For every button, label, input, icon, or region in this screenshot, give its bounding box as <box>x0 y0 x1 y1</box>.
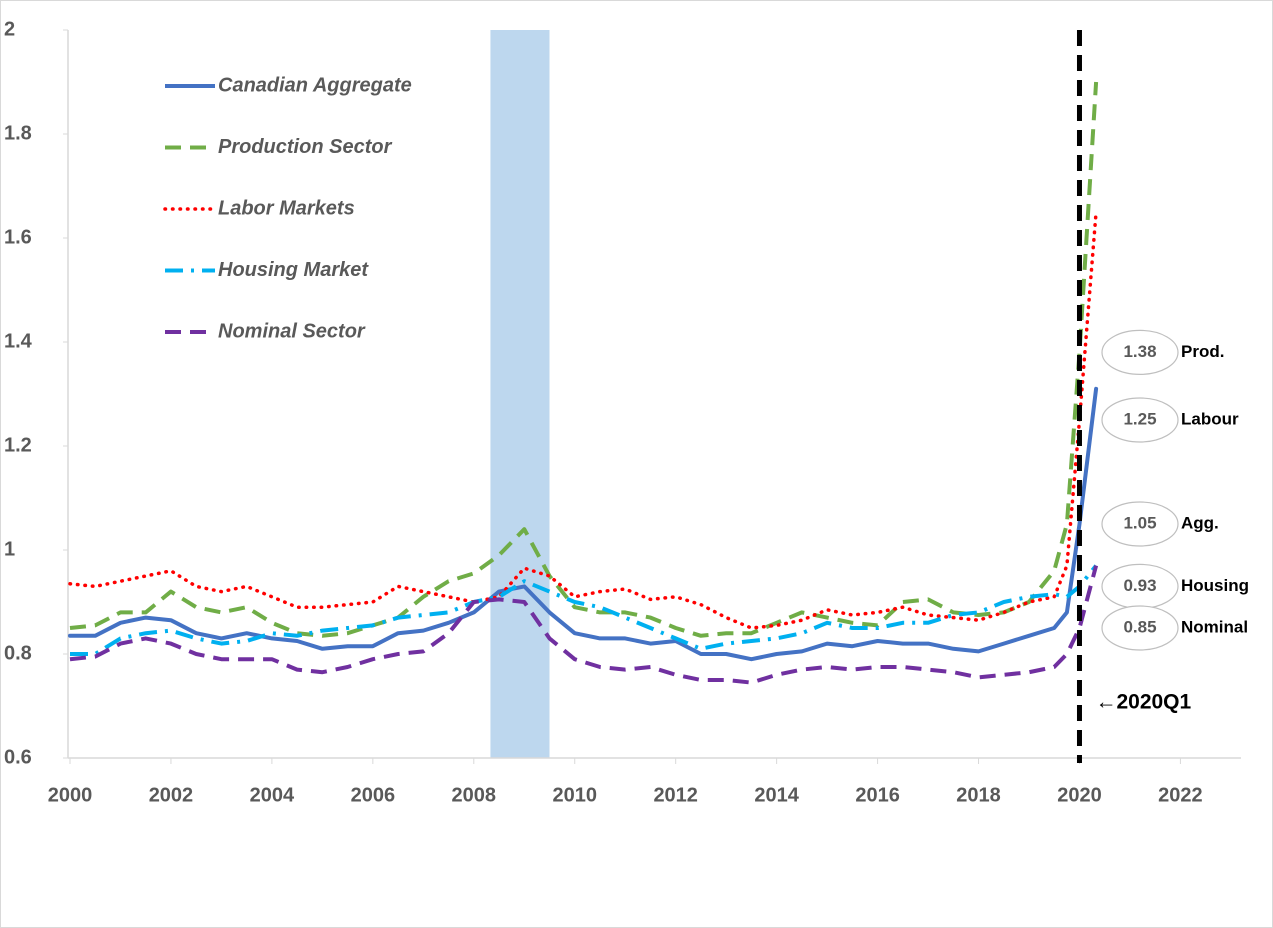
annotation-value: 1.25 <box>1123 409 1156 428</box>
x-tick-label: 2008 <box>452 784 497 806</box>
y-tick-label: 1.2 <box>4 434 32 456</box>
x-tick-label: 2018 <box>956 784 1001 806</box>
series-line <box>69 565 1099 685</box>
x-tick-label: 2012 <box>653 784 698 806</box>
annotation-bubble <box>1101 501 1179 547</box>
y-tick-label: 1 <box>4 538 15 560</box>
annotation-label: Nominal <box>1181 617 1248 636</box>
x-tick-label: 2022 <box>1158 784 1203 806</box>
annotation-label: Housing <box>1181 576 1249 595</box>
legend-label: Canadian Aggregate <box>218 74 412 96</box>
annotation-bubble <box>1101 329 1179 375</box>
y-tick-label: 1.4 <box>4 330 33 352</box>
legend-label: Nominal Sector <box>218 320 366 342</box>
annotation-bubble <box>1101 397 1179 443</box>
legend-label: Production Sector <box>218 136 393 158</box>
annotation-label: Labour <box>1181 409 1239 428</box>
x-tick-label: 2010 <box>552 784 597 806</box>
annotation-value: 1.05 <box>1123 513 1156 532</box>
x-tick-label: 2020 <box>1057 784 1102 806</box>
annotation-bubble <box>1101 605 1179 651</box>
series-line <box>69 81 1099 638</box>
series-line <box>68 210 1098 630</box>
series-line <box>68 386 1099 662</box>
annotation-label: Agg. <box>1181 513 1219 532</box>
annotation-value: 0.85 <box>1123 617 1156 636</box>
x-tick-label: 2014 <box>754 784 799 806</box>
legend-label: Labor Markets <box>218 197 355 219</box>
x-tick-label: 2016 <box>855 784 900 806</box>
y-tick-label: 1.8 <box>4 122 32 144</box>
x-tick-label: 2006 <box>351 784 396 806</box>
annotation-value: 1.38 <box>1123 342 1156 361</box>
y-tick-label: 2 <box>4 18 15 40</box>
recession-band <box>490 30 550 758</box>
vline-label: ←2020Q1 <box>1095 691 1191 714</box>
x-tick-label: 2002 <box>149 784 194 806</box>
annotation-value: 0.93 <box>1123 576 1156 595</box>
y-tick-label: 0.6 <box>4 746 32 768</box>
x-tick-label: 2004 <box>250 784 295 806</box>
x-tick-label: 2000 <box>48 784 93 806</box>
y-tick-label: 1.6 <box>4 226 32 248</box>
annotation-label: Prod. <box>1181 342 1224 361</box>
y-tick-label: 0.8 <box>4 642 32 664</box>
legend-label: Housing Market <box>218 259 369 281</box>
